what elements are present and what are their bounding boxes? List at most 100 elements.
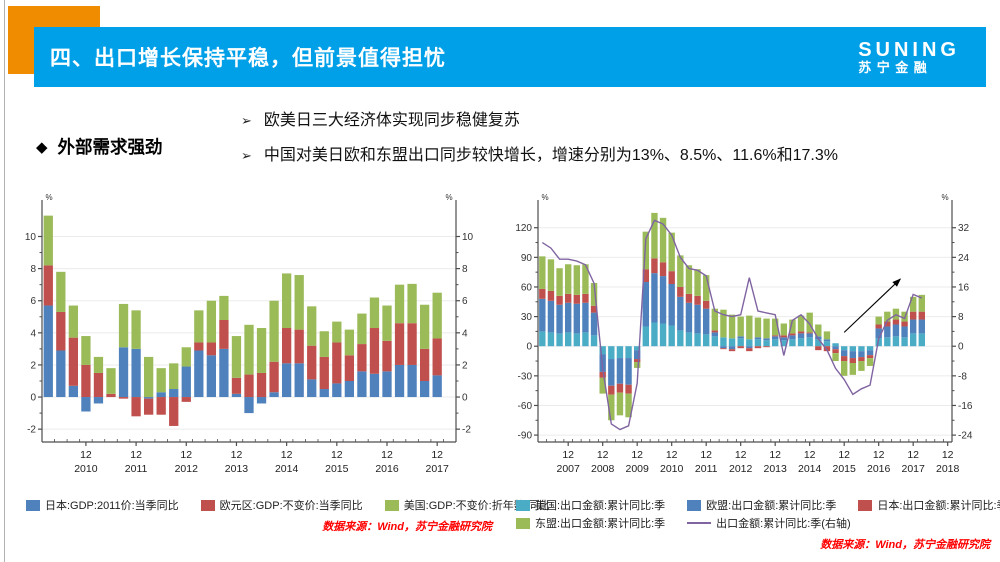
svg-text:0: 0	[462, 393, 468, 404]
svg-text:12: 12	[631, 449, 643, 461]
svg-text:-90: -90	[518, 431, 533, 442]
suning-logo: SUNING 苏宁金融	[858, 39, 960, 76]
svg-text:2: 2	[462, 360, 468, 371]
svg-text:6: 6	[30, 296, 36, 307]
svg-text:12: 12	[873, 449, 885, 461]
bullet-text: 欧美日三大经济体实现同步稳健复苏	[263, 112, 520, 129]
legend-label: 欧元区:GDP:不变价:当季同比	[219, 500, 363, 512]
key-point-heading: ◆ 外部需求强劲	[36, 128, 241, 165]
svg-text:12: 12	[381, 449, 393, 461]
svg-text:2011: 2011	[125, 463, 148, 475]
svg-text:0: 0	[958, 342, 964, 353]
svg-text:12: 12	[281, 449, 293, 461]
svg-text:8: 8	[958, 312, 964, 323]
logo-chinese-name: 苏宁金融	[858, 59, 933, 75]
svg-text:12: 12	[130, 449, 142, 461]
svg-text:-24: -24	[958, 431, 973, 442]
svg-text:2014: 2014	[275, 463, 299, 475]
svg-text:12: 12	[331, 449, 343, 461]
legend-label: 美国:出口金额:累计同比:季	[535, 500, 666, 512]
svg-text:0: 0	[526, 342, 532, 353]
svg-text:12: 12	[838, 449, 850, 461]
svg-text:12: 12	[735, 449, 747, 461]
svg-text:2009: 2009	[626, 463, 650, 475]
legend-color-swatch	[858, 499, 873, 511]
legend-item: 欧盟:出口金额:累计同比:季	[687, 497, 836, 513]
legend-label: 日本:出口金额:累计同比:季	[877, 500, 1000, 512]
svg-text:10: 10	[25, 232, 37, 243]
svg-text:4: 4	[462, 328, 468, 339]
svg-text:%: %	[445, 193, 452, 202]
svg-text:%: %	[541, 193, 548, 202]
svg-text:2: 2	[30, 360, 36, 371]
key-points-section: ◆ 外部需求强劲 ➢ 欧美日三大经济体实现同步稳健复苏 ➢ 中国对美日欧和东盟出…	[36, 106, 986, 165]
svg-text:24: 24	[958, 253, 970, 264]
legend-label: 美国:GDP:不变价:折年数:同比	[403, 500, 550, 512]
svg-text:-8: -8	[958, 371, 967, 382]
bullet-item: ➢ 欧美日三大经济体实现同步稳健复苏	[241, 106, 838, 130]
legend-label: 东盟:出口金额:累计同比:季	[535, 518, 666, 530]
legend-color-swatch	[200, 499, 215, 511]
gdp-chart-svg: -2 0 2 4 6 8 10 -2 0 2 4 6 8 10% % 12 2010 12 2011 12 2012 12…	[25, 193, 474, 475]
arrow-bullet-icon: ➢	[241, 113, 252, 128]
svg-text:2015: 2015	[833, 463, 857, 475]
svg-text:2010: 2010	[74, 463, 98, 475]
legend-item: 东盟:出口金额:累计同比:季	[516, 515, 665, 531]
svg-text:-2: -2	[462, 425, 471, 436]
svg-text:2018: 2018	[936, 463, 960, 475]
svg-text:2017: 2017	[426, 463, 450, 475]
svg-text:-16: -16	[958, 401, 973, 412]
svg-text:12: 12	[80, 449, 92, 461]
svg-text:-30: -30	[518, 371, 533, 382]
svg-text:2012: 2012	[175, 463, 199, 475]
svg-text:12: 12	[597, 449, 609, 461]
svg-text:2014: 2014	[798, 463, 822, 475]
legend-label: 出口金额:累计同比:季(右轴)	[716, 518, 851, 530]
svg-text:12: 12	[769, 449, 781, 461]
export-chart-source: 数据来源：Wind，苏宁金融研究院	[820, 539, 990, 551]
svg-text:2012: 2012	[729, 463, 753, 475]
svg-text:12: 12	[666, 449, 678, 461]
svg-text:-2: -2	[27, 425, 36, 436]
svg-text:%: %	[45, 193, 52, 202]
legend-item: 欧元区:GDP:不变价:当季同比	[200, 497, 363, 513]
svg-text:12: 12	[180, 449, 192, 461]
svg-text:12: 12	[431, 449, 443, 461]
gdp-chart-legend: 日本:GDP:2011价:当季同比 欧元区:GDP:不变价:当季同比 美国:GDP:…	[26, 497, 550, 513]
svg-text:30: 30	[521, 312, 533, 323]
diamond-icon: ◆	[36, 138, 48, 156]
svg-text:12: 12	[562, 449, 574, 461]
svg-text:32: 32	[958, 223, 970, 234]
svg-text:90: 90	[521, 253, 533, 264]
export-chart-svg: -90 -60 -30 0 30 60 90 120 -24 -16 -8 0 8 16 24 32% % 12 2…	[515, 193, 973, 475]
export-chart: -90 -60 -30 0 30 60 90 120 -24 -16 -8 0 8 16 24 32%% 12 2…	[502, 190, 1000, 552]
export-chart-legend-row1: 美国:出口金额:累计同比:季 欧盟:出口金额:累计同比:季 日本:出口金额:累计同比…	[516, 497, 1000, 513]
legend-item: 日本:出口金额:累计同比:季	[858, 497, 1000, 513]
slide-left-edge	[4, 0, 5, 562]
arrow-bullet-icon: ➢	[241, 148, 252, 163]
legend-label: 欧盟:出口金额:累计同比:季	[706, 500, 837, 512]
svg-text:12: 12	[700, 449, 712, 461]
svg-text:12: 12	[907, 449, 919, 461]
svg-text:10: 10	[462, 232, 474, 243]
legend-color-swatch	[26, 499, 40, 511]
svg-text:2016: 2016	[867, 463, 891, 475]
svg-text:4: 4	[30, 328, 36, 339]
svg-text:6: 6	[462, 296, 468, 307]
legend-color-swatch	[384, 499, 399, 511]
legend-color-swatch	[687, 499, 702, 511]
svg-text:2017: 2017	[902, 463, 926, 475]
gdp-chart: -2 0 2 4 6 8 10 -2 0 2 4 6 8 10%% 12 2010 12 2011 12 2012 12…	[12, 190, 550, 534]
bullet-list: ➢ 欧美日三大经济体实现同步稳健复苏 ➢ 中国对美日欧和东盟出口同步较快增长，增…	[241, 106, 838, 165]
legend-item: 美国:GDP:不变价:折年数:同比	[384, 497, 550, 513]
svg-text:-60: -60	[518, 401, 533, 412]
svg-text:2007: 2007	[557, 463, 581, 475]
logo-wordmark: SUNING	[858, 38, 960, 61]
legend-item: 出口金额:累计同比:季(右轴)	[687, 515, 851, 531]
svg-text:2013: 2013	[764, 463, 788, 475]
svg-text:120: 120	[515, 223, 532, 234]
svg-text:0: 0	[30, 393, 36, 404]
svg-text:12: 12	[942, 449, 954, 461]
bullet-item: ➢ 中国对美日欧和东盟出口同步较快增长，增速分别为13%、8.5%、11.6%和…	[241, 141, 838, 165]
svg-text:2016: 2016	[375, 463, 399, 475]
